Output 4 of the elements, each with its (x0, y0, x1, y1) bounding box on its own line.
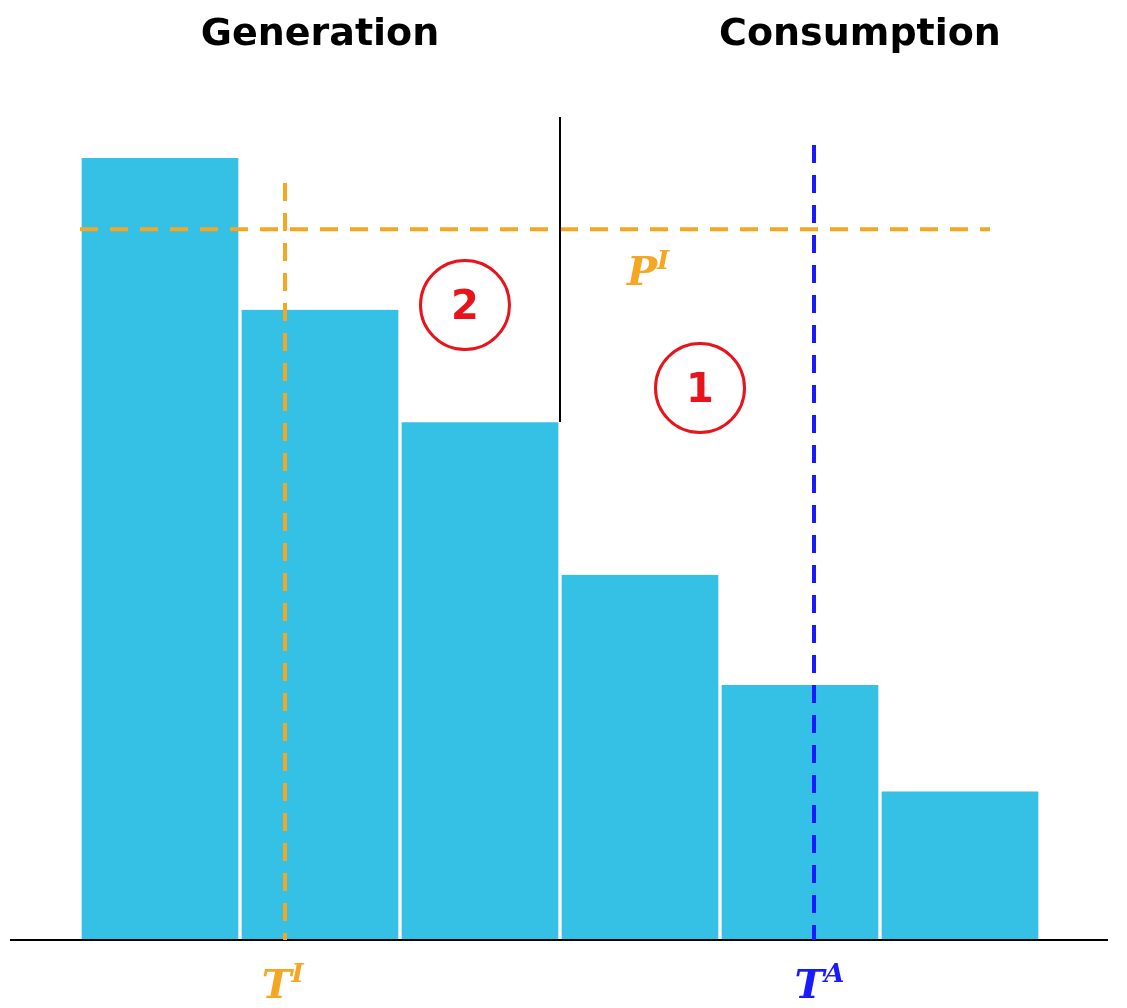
text: Consumption (719, 10, 1001, 54)
annotation: 1 (686, 365, 714, 411)
annotation: 2 (451, 282, 479, 328)
text: Generation (200, 10, 440, 54)
